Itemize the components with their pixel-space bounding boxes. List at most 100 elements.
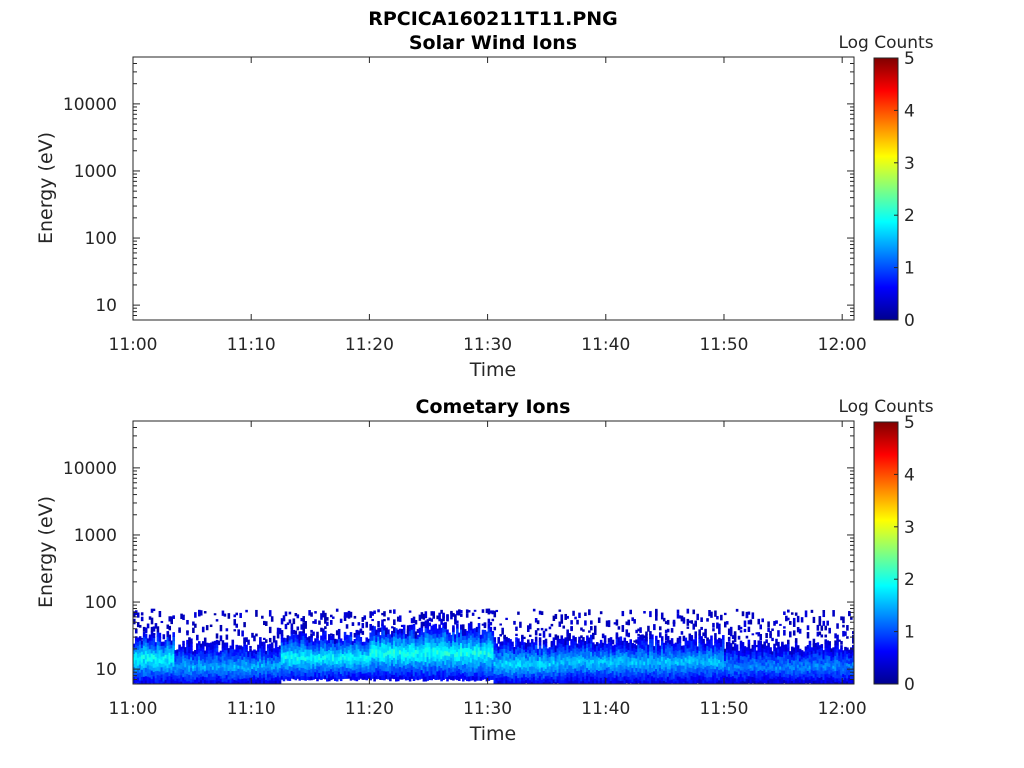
spectrogram-cell bbox=[775, 681, 778, 684]
spectrogram-cell bbox=[162, 680, 166, 684]
spectrogram-cell bbox=[666, 635, 670, 640]
spectrogram-cell bbox=[152, 633, 156, 638]
spectrogram-cell bbox=[207, 673, 211, 678]
spectrogram-cell bbox=[503, 652, 506, 657]
spectrogram-cell bbox=[739, 647, 743, 653]
spectrogram-cell bbox=[481, 642, 485, 647]
spectrogram-cell bbox=[201, 675, 205, 680]
spectrogram-cell bbox=[662, 652, 666, 658]
spectrogram-cell bbox=[662, 666, 666, 671]
spectrogram-cell bbox=[249, 653, 252, 658]
spectrogram-cell bbox=[306, 662, 309, 667]
spectrogram-cell bbox=[436, 637, 439, 642]
spectrogram-cell bbox=[375, 652, 378, 657]
spectrogram-cell bbox=[790, 654, 794, 658]
spectrogram-cell bbox=[818, 680, 822, 684]
spectrogram-cell bbox=[690, 655, 694, 661]
spectrogram-cell bbox=[643, 638, 646, 643]
spectrogram-cell bbox=[276, 653, 280, 657]
spectrogram-cell bbox=[662, 676, 666, 681]
spectrogram-cell bbox=[148, 672, 152, 678]
spectrogram-cell bbox=[641, 652, 644, 658]
spectrogram-cell bbox=[320, 627, 323, 632]
spectrogram-cell bbox=[710, 672, 713, 678]
spectrogram-cell bbox=[759, 647, 763, 653]
spectrogram-cell bbox=[710, 656, 713, 661]
spectrogram-cell bbox=[144, 637, 148, 643]
spectrogram-cell bbox=[534, 644, 538, 649]
spectrogram-cell bbox=[544, 628, 548, 632]
spectrogram-cell bbox=[428, 642, 432, 647]
spectrogram-cell bbox=[247, 672, 250, 676]
spectrogram-cell bbox=[300, 655, 304, 660]
spectrogram-cell bbox=[692, 676, 696, 681]
spectrogram-cell bbox=[367, 674, 370, 679]
spectrogram-cell bbox=[302, 675, 305, 681]
spectrogram-cell bbox=[477, 632, 481, 638]
spectrogram-cell bbox=[221, 655, 225, 660]
spectrogram-cell bbox=[718, 655, 721, 660]
spectrogram-cell bbox=[428, 629, 432, 635]
spectrogram-cell bbox=[152, 645, 156, 651]
spectrogram-cell bbox=[495, 663, 499, 668]
spectrogram-cell bbox=[343, 647, 347, 652]
spectrogram-cell bbox=[142, 653, 146, 660]
spectrogram-cell bbox=[787, 610, 790, 613]
spectrogram-cell bbox=[180, 659, 183, 663]
spectrogram-cell bbox=[481, 658, 485, 664]
spectrogram-cell bbox=[617, 644, 621, 650]
spectrogram-cell bbox=[446, 646, 449, 652]
spectrogram-cell bbox=[540, 673, 544, 677]
spectrogram-cell bbox=[830, 648, 833, 652]
spectrogram-cell bbox=[148, 652, 152, 658]
spectrogram-cell bbox=[389, 665, 392, 670]
spectrogram-cell bbox=[351, 644, 355, 649]
spectrogram-cell bbox=[349, 611, 353, 618]
spectrogram-cell bbox=[308, 610, 311, 616]
spectrogram-cell bbox=[771, 675, 774, 680]
spectrogram-cell bbox=[521, 644, 524, 650]
spectrogram-cell bbox=[178, 681, 181, 684]
spectrogram-cell bbox=[446, 676, 449, 682]
spectrogram-cell bbox=[804, 679, 808, 684]
spectrogram-cell bbox=[694, 636, 698, 642]
spectrogram-cell bbox=[694, 668, 698, 674]
spectrogram-cell bbox=[373, 610, 376, 614]
spectrogram-cell bbox=[586, 635, 589, 641]
spectrogram-cell bbox=[769, 656, 772, 661]
spectrogram-cell bbox=[753, 654, 757, 660]
spectrogram-cell bbox=[467, 661, 471, 667]
spectrogram-cell bbox=[351, 647, 355, 652]
spectrogram-cell bbox=[335, 649, 339, 654]
spectrogram-cell bbox=[432, 633, 436, 639]
spectrogram-cell bbox=[582, 637, 585, 642]
spectrogram-cell bbox=[426, 637, 430, 643]
spectrogram-cell bbox=[722, 678, 725, 684]
spectrogram-cell bbox=[347, 670, 351, 676]
spectrogram-cell bbox=[465, 647, 469, 653]
spectrogram-cell bbox=[253, 635, 256, 642]
spectrogram-cell bbox=[584, 681, 587, 684]
spectrogram-cell bbox=[826, 662, 829, 667]
spectrogram-cell bbox=[708, 610, 711, 617]
spectrogram-cell bbox=[528, 645, 532, 650]
spectrogram-cell bbox=[546, 654, 550, 658]
spectrogram-cell bbox=[631, 653, 634, 658]
spectrogram-cell bbox=[680, 681, 684, 684]
spectrogram-cell bbox=[160, 641, 164, 646]
spectrogram-cell bbox=[714, 664, 717, 670]
spectrogram-cell bbox=[723, 654, 727, 659]
spectrogram-cell bbox=[363, 641, 367, 646]
spectrogram-cell bbox=[396, 616, 400, 622]
spectrogram-cell bbox=[276, 681, 280, 684]
spectrogram-cell bbox=[424, 656, 428, 663]
spectrogram-cell bbox=[383, 619, 386, 622]
spectrogram-cell bbox=[302, 655, 305, 661]
spectrogram-cell bbox=[448, 659, 451, 664]
spectrogram-cell bbox=[477, 675, 481, 681]
spectrogram-cell bbox=[237, 668, 240, 673]
spectrogram-cell bbox=[767, 642, 770, 647]
spectrogram-cell bbox=[314, 651, 317, 656]
spectrogram-cell bbox=[605, 647, 609, 652]
